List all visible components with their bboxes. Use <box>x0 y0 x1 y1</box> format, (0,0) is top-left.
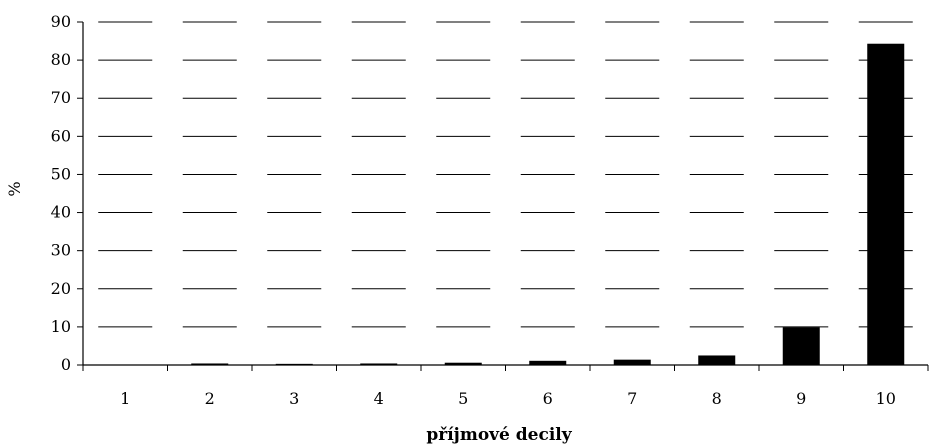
bars <box>106 43 905 366</box>
bar-decile-8 <box>698 355 736 365</box>
y-tick-labels: 0 10 20 30 40 50 60 70 80 90 <box>51 12 71 374</box>
y-tick-label: 40 <box>51 203 71 222</box>
x-tick-label: 5 <box>458 389 468 408</box>
bar-decile-2 <box>191 363 229 365</box>
x-tick-label: 1 <box>120 389 130 408</box>
bar-decile-7 <box>613 359 651 365</box>
y-tick-label: 50 <box>51 164 71 183</box>
bar-decile-9 <box>782 327 820 365</box>
x-axis-label: příjmové decily <box>426 425 572 445</box>
bar-decile-6 <box>529 360 567 365</box>
x-tick-label: 2 <box>205 389 215 408</box>
x-tick-label: 10 <box>876 389 896 408</box>
x-tick-label: 8 <box>712 389 722 408</box>
x-tick-label: 9 <box>796 389 806 408</box>
y-tick-label: 80 <box>51 50 71 69</box>
gridlines <box>98 21 913 328</box>
axes <box>77 21 929 371</box>
x-tick-label: 6 <box>543 389 553 408</box>
y-tick-label: 30 <box>51 241 71 260</box>
bar-decile-10 <box>867 43 905 366</box>
y-tick-label: 20 <box>51 279 71 298</box>
y-tick-label: 60 <box>51 126 71 145</box>
x-tick-label: 7 <box>627 389 637 408</box>
y-tick-label: 10 <box>51 317 71 336</box>
x-tick-label: 3 <box>289 389 299 408</box>
y-axis-label: % <box>5 181 24 196</box>
x-tick-label: 4 <box>374 389 384 408</box>
bar-decile-4 <box>360 363 398 365</box>
y-tick-label: 70 <box>51 88 71 107</box>
bar-decile-5 <box>444 362 482 365</box>
y-tick-label: 90 <box>51 12 71 31</box>
x-tick-labels: 1 2 3 4 5 6 7 8 9 10 <box>120 389 896 408</box>
y-tick-label: 0 <box>61 355 71 374</box>
